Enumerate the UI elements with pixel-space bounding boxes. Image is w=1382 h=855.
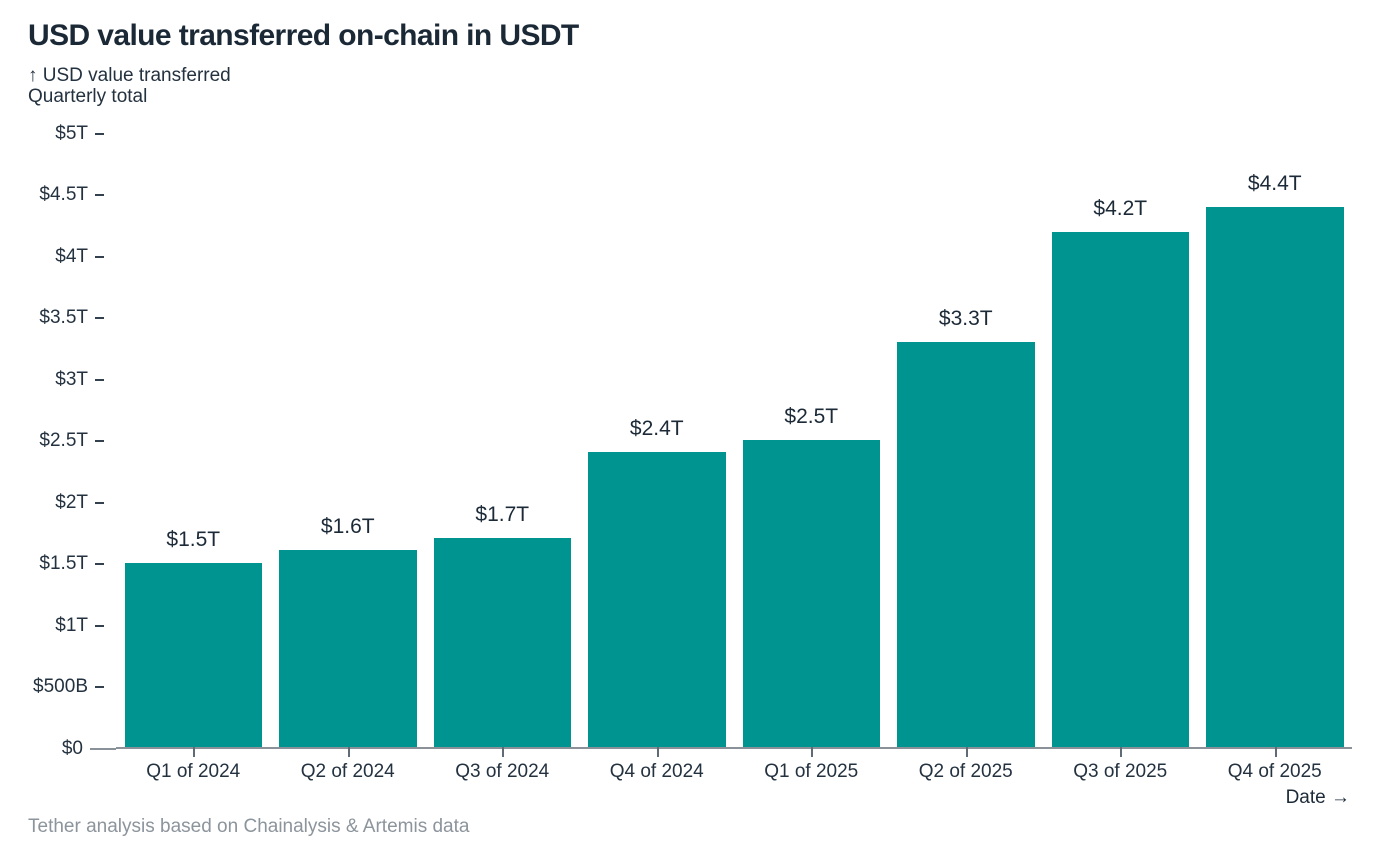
bar-slot: $1.7T Q3 of 2024 — [425, 134, 580, 782]
bar-q2-of-2024 — [279, 550, 417, 747]
y-tick-mark — [95, 255, 104, 258]
bar-q4-of-2025 — [1206, 207, 1344, 747]
y-tick: $2T — [55, 492, 116, 514]
x-tick-label: Q1 of 2024 — [146, 760, 241, 782]
x-tick-label: Q2 of 2025 — [918, 760, 1013, 782]
chart-footer: Date → Tether analysis based on Chainaly… — [28, 787, 1352, 838]
y-tick-mark — [95, 624, 104, 627]
y-axis-title-line1: ↑ USD value transferred — [28, 64, 231, 86]
x-axis-tick — [811, 746, 814, 757]
bar-value-label: $4.2T — [1093, 196, 1148, 220]
y-axis: $0 $500B $1T $1.5T $2T $2.5T $3T $3.5T $4T $4.5T $… — [28, 123, 116, 759]
bar-slot: $1.5T Q1 of 2024 — [116, 134, 271, 782]
bar-slot: $4.4T Q4 of 2025 — [1198, 134, 1353, 782]
x-axis-tick — [193, 746, 196, 757]
y-tick-label: $3.5T — [39, 307, 88, 328]
x-tick-label: Q3 of 2024 — [455, 760, 550, 782]
x-tick-label: Q1 of 2025 — [764, 760, 859, 782]
y-tick: $500B — [33, 676, 116, 698]
y-tick: $0 — [62, 738, 116, 760]
bar-value-label: $1.5T — [166, 527, 221, 551]
y-tick-label: $4.5T — [39, 184, 88, 205]
y-tick-mark — [95, 378, 104, 381]
bar-q1-of-2025 — [742, 440, 880, 747]
bar-q4-of-2024 — [588, 452, 726, 747]
y-tick-mark — [95, 194, 104, 196]
y-tick-label: $2T — [55, 491, 88, 513]
y-tick-label: $0 — [61, 737, 83, 759]
x-axis-title: Date → — [1285, 786, 1350, 808]
x-axis-tick — [965, 746, 968, 757]
y-tick: $4T — [55, 246, 116, 268]
bar-value-label: $2.5T — [784, 405, 839, 428]
y-tick-label: $1.5T — [39, 553, 88, 574]
y-tick: $1T — [55, 615, 116, 637]
bar-value-label: $2.4T — [629, 417, 684, 441]
y-tick-label: $2.5T — [39, 430, 88, 451]
y-tick: $4.5T — [39, 184, 116, 206]
plot-area: $1.5T Q1 of 2024 $1.6T Q2 of 2024 $1.7T Q3 of… — [116, 134, 1353, 782]
y-tick-label: $5T — [55, 122, 88, 144]
bar-q1-of-2024 — [124, 562, 262, 747]
x-axis-tick — [656, 746, 659, 757]
y-tick-label: $3T — [55, 368, 88, 390]
y-tick-mark — [95, 563, 104, 565]
bar-q3-of-2025 — [1051, 231, 1189, 747]
y-tick: $5T — [55, 123, 116, 145]
y-tick-mark — [95, 440, 104, 442]
bar-slot: $4.2T Q3 of 2025 — [1043, 134, 1198, 782]
y-tick-mark — [95, 501, 104, 504]
x-tick-label: Q4 of 2024 — [609, 760, 704, 782]
bar-value-label: $4.4T — [1247, 172, 1302, 196]
y-tick: $3T — [55, 369, 116, 391]
y-tick-label: $1T — [55, 614, 88, 636]
bar-value-label: $1.6T — [320, 515, 375, 539]
chart-area: $0 $500B $1T $1.5T $2T $2.5T $3T $3.5T $4T $4.5T $… — [28, 123, 1353, 782]
bar-value-label: $1.7T — [475, 503, 530, 527]
bar-slot: $2.4T Q4 of 2024 — [580, 134, 735, 782]
y-axis-title-line2: Quarterly total — [28, 85, 148, 107]
bar-value-label: $3.3T — [938, 306, 993, 330]
y-tick-label: $4T — [55, 245, 88, 267]
y-tick-mark — [95, 686, 104, 688]
bar-q2-of-2025 — [897, 341, 1035, 747]
y-tick-mark — [95, 132, 104, 135]
x-axis-tick — [347, 746, 350, 757]
x-tick-label: Q3 of 2025 — [1073, 760, 1168, 782]
bar-slot: $3.3T Q2 of 2025 — [889, 134, 1044, 782]
y-tick: $3.5T — [39, 307, 116, 329]
y-tick-mark — [95, 317, 104, 319]
x-axis-tick — [1274, 746, 1277, 757]
chart-title: USD value transferred on-chain in USDT — [28, 19, 579, 52]
bar-slot: $2.5T Q1 of 2025 — [734, 134, 889, 782]
bar-q3-of-2024 — [433, 538, 571, 747]
x-tick-label: Q2 of 2024 — [300, 760, 395, 782]
x-tick-label: Q4 of 2025 — [1227, 760, 1322, 782]
y-axis-title: ↑ USD value transferred Quarterly total — [28, 65, 1352, 107]
y-tick: $1.5T — [39, 553, 116, 575]
y-tick-mark — [90, 747, 116, 750]
y-tick: $2.5T — [39, 430, 116, 452]
bar-slot: $1.6T Q2 of 2024 — [271, 134, 426, 782]
x-axis-tick — [502, 746, 505, 757]
x-axis-tick — [1120, 746, 1123, 757]
y-tick-label: $500B — [33, 676, 88, 697]
source-attribution: Tether analysis based on Chainalysis & A… — [28, 815, 470, 837]
